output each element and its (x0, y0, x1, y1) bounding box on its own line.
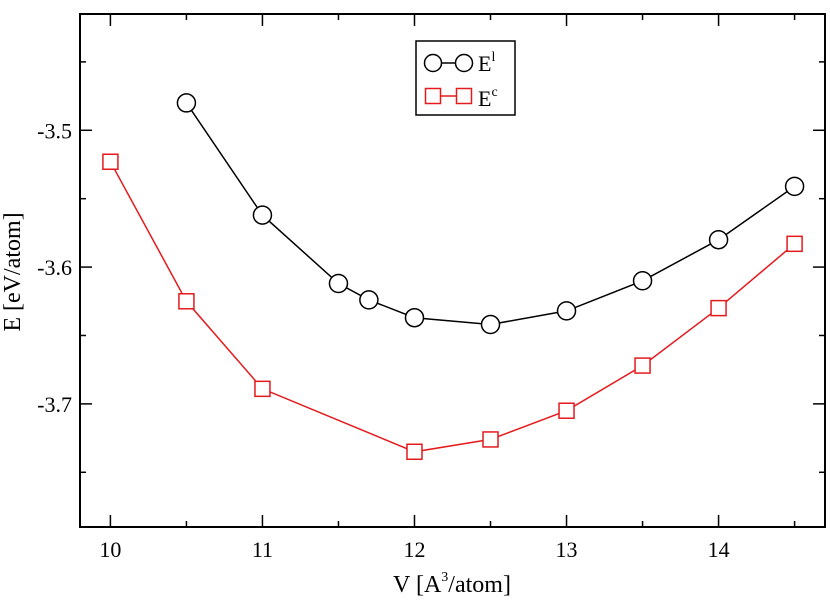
y-tick-label: -3.5 (37, 118, 72, 143)
data-point (328, 273, 349, 294)
data-point (558, 402, 575, 419)
x-tick-label: 13 (556, 537, 578, 562)
data-point (708, 229, 729, 250)
y-tick-label: -3.7 (37, 392, 72, 417)
data-point (482, 431, 499, 448)
data-point (632, 271, 653, 291)
data-point (556, 301, 577, 321)
data-point (786, 235, 803, 253)
data-point (254, 380, 271, 398)
x-tick-label: 10 (99, 537, 121, 562)
legend-el-marker-right (454, 53, 474, 73)
series-el (176, 93, 805, 335)
data-point (102, 153, 119, 170)
x-axis-title: V [A3/atom] (393, 570, 511, 598)
data-point (176, 93, 197, 113)
x-axis-title-sup: 3 (441, 570, 448, 585)
legend-ec-sup: c (491, 85, 497, 100)
data-point (178, 293, 195, 310)
data-point (480, 314, 501, 335)
data-point (634, 357, 651, 374)
data-point (710, 299, 727, 317)
axis-ticks: 10 11 12 13 14 -3.5 -3.6 -3.7 (37, 14, 825, 562)
legend-el-label: El (478, 50, 495, 76)
legend-ec-marker-right (455, 87, 473, 105)
legend-el-marker-left (423, 53, 443, 73)
legend-ec-marker-left (424, 87, 442, 105)
data-point (404, 307, 425, 328)
y-axis-title: E [eV/atom] (0, 212, 26, 331)
series-layer (102, 93, 805, 461)
legend-item-ec: Ec (424, 85, 498, 111)
legend-ec-label: Ec (478, 85, 498, 111)
plot-frame (79, 13, 826, 528)
data-point (784, 176, 805, 197)
legend: El Ec (415, 40, 516, 116)
x-axis-title-prefix: V [A (393, 572, 442, 598)
x-tick-label: 11 (252, 537, 273, 562)
x-tick-label: 12 (403, 537, 425, 562)
data-point (359, 290, 379, 310)
x-axis-title-suffix: /atom] (448, 572, 511, 598)
series-line (109, 161, 796, 453)
y-tick-label: -3.6 (37, 255, 72, 280)
legend-el-base: E (478, 51, 491, 76)
legend-el-sup: l (491, 50, 495, 65)
series-line (185, 102, 796, 326)
series-ec (102, 153, 803, 461)
legend-item-el: El (423, 50, 495, 76)
data-point (252, 205, 273, 225)
x-tick-label: 14 (708, 537, 730, 562)
legend-ec-base: E (478, 86, 491, 111)
data-point (406, 443, 423, 461)
